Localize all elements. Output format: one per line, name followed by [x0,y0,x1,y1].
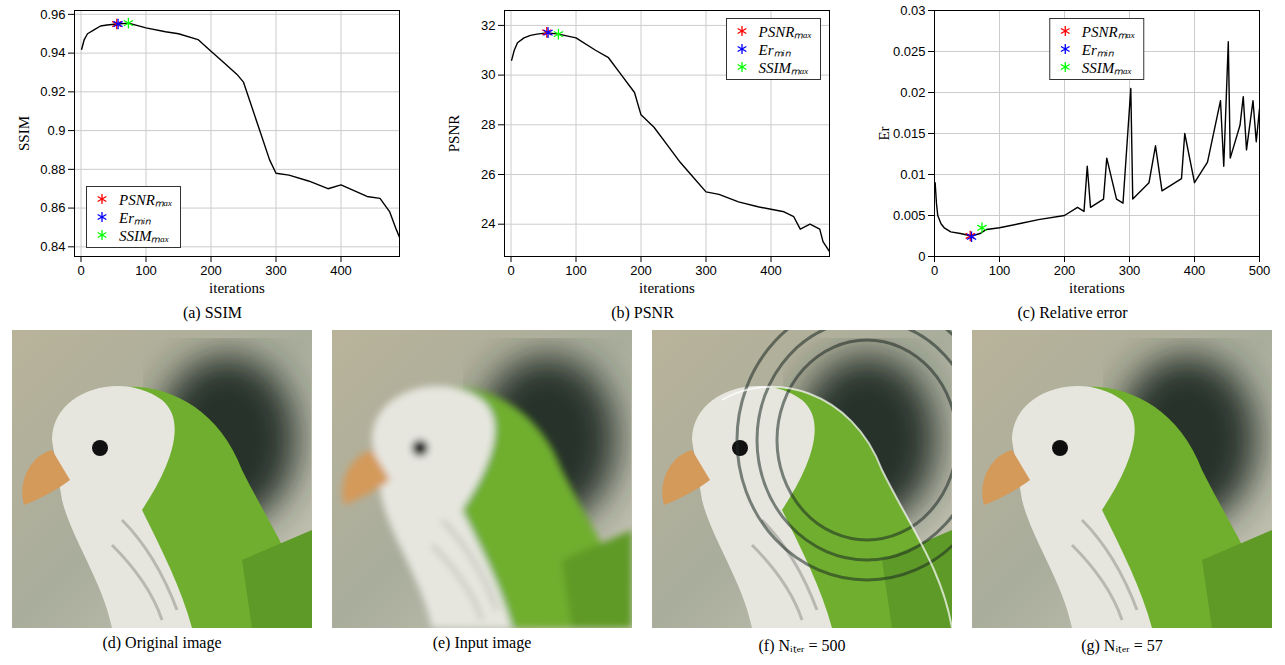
svg-text:0.88: 0.88 [40,161,65,176]
svg-text:iterations: iterations [209,280,265,296]
svg-text:100: 100 [565,263,587,278]
svg-text:0.01: 0.01 [900,167,925,182]
svg-text:0.015: 0.015 [893,126,926,141]
html-text:(g) Nᵢₜₑᵣ = 57: (g) Nᵢₜₑᵣ = 57 [1081,637,1163,654]
svg-text:200: 200 [1054,263,1076,278]
svg-text:400: 400 [1184,263,1206,278]
html-text:Erₘᵢₙ: Erₘᵢₙ [1081,42,1115,58]
html-text:(e) Input image: (e) Input image [432,634,532,651]
svg-text:28: 28 [481,117,495,132]
svg-text:SSIM: SSIM [16,116,32,151]
svg-text:400: 400 [330,263,352,278]
svg-text:300: 300 [265,263,287,278]
svg-text:0.9: 0.9 [47,123,65,138]
html-text:(d) Original image: (d) Original image [102,634,222,651]
svg-text:500: 500 [1249,263,1271,278]
svg-text:32: 32 [481,18,495,33]
svg-text:0.02: 0.02 [900,85,925,100]
svg-text:400: 400 [760,263,782,278]
svg-text:0: 0 [918,249,925,264]
svg-text:iterations: iterations [639,280,695,296]
svg-text:200: 200 [200,263,222,278]
html-text:PSNRₘₐₓ: PSNRₘₐₓ [1081,24,1136,40]
html-text:SSIMₘₐₓ: SSIMₘₐₓ [1081,60,1132,76]
svg-text:30: 30 [481,67,495,82]
svg-text:26: 26 [481,167,495,182]
svg-text:PSNR: PSNR [446,115,462,153]
svg-text:0.025: 0.025 [893,44,926,59]
svg-text:0.005: 0.005 [893,208,926,223]
svg-text:iterations: iterations [1069,280,1125,296]
html-text:PSNRₘₐₓ: PSNRₘₐₓ [758,24,812,40]
svg-text:0.94: 0.94 [40,45,65,60]
svg-text:0.96: 0.96 [40,7,65,22]
svg-text:100: 100 [989,263,1011,278]
html-text:(b) PSNR: (b) PSNR [611,304,674,321]
html-text:SSIMₘₐₓ: SSIMₘₐₓ [119,228,170,244]
html-text:(c) Relative error: (c) Relative error [1017,304,1128,321]
html-text:SSIMₘₐₓ: SSIMₘₐₓ [758,60,809,76]
svg-text:0: 0 [77,263,84,278]
html-text:PSNRₘₐₓ: PSNRₘₐₓ [119,192,173,208]
svg-text:100: 100 [135,263,157,278]
svg-text:0.92: 0.92 [40,84,65,99]
svg-text:200: 200 [630,263,652,278]
svg-text:300: 300 [695,263,717,278]
html-text:(f) Nᵢₜₑᵣ = 500: (f) Nᵢₜₑᵣ = 500 [758,637,846,654]
svg-text:0.86: 0.86 [40,200,65,215]
svg-text:24: 24 [481,216,495,231]
html-text:(a) SSIM: (a) SSIM [182,304,242,321]
svg-text:Er: Er [876,126,892,140]
svg-text:0.03: 0.03 [900,3,925,18]
html-text:Erₘᵢₙ: Erₘᵢₙ [119,210,152,226]
svg-text:0: 0 [931,263,938,278]
svg-text:0: 0 [507,263,514,278]
svg-text:0.84: 0.84 [40,239,65,254]
html-text:Erₘᵢₙ: Erₘᵢₙ [758,42,791,58]
svg-text:300: 300 [1119,263,1141,278]
